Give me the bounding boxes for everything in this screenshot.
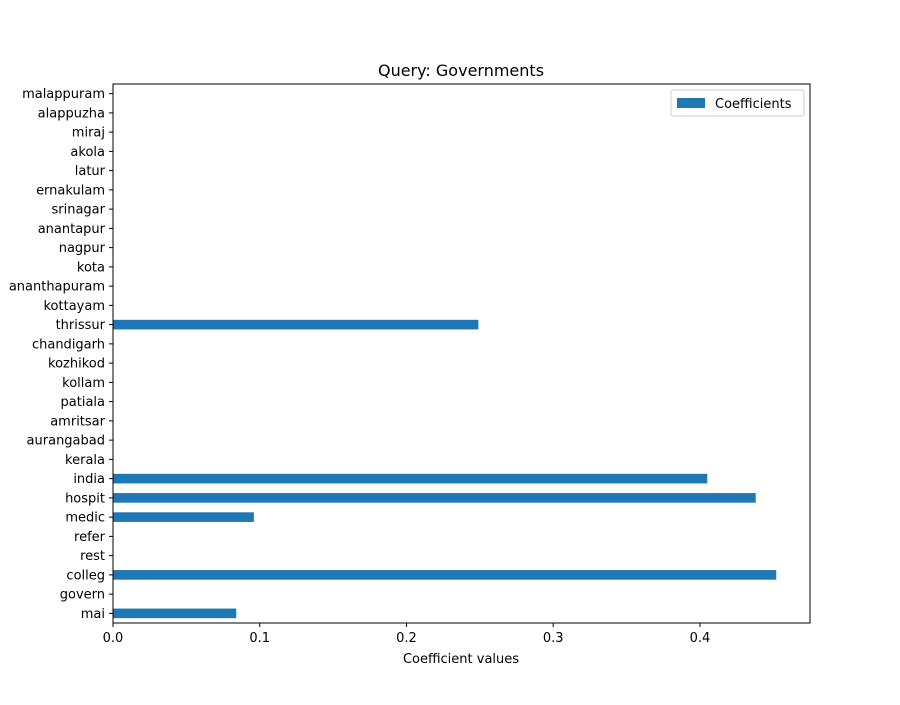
y-tick-label: india	[73, 472, 105, 487]
y-axis: mai govern colleg rest refer medic hospit india…	[9, 87, 113, 622]
y-tick-label: hospit	[65, 491, 105, 506]
y-tick-label: kota	[77, 260, 105, 275]
y-tick-label: kollam	[62, 376, 105, 391]
y-tick-label: refer	[74, 530, 106, 545]
y-tick-label: mai	[81, 607, 105, 622]
x-axis-label: Coefficient values	[403, 652, 519, 667]
x-tick-label: 0.0	[103, 631, 124, 646]
y-tick-label: patiala	[61, 395, 105, 410]
bar-hospit	[113, 493, 756, 503]
y-tick-label: govern	[60, 588, 105, 603]
y-tick-label: chandigarh	[32, 337, 105, 352]
y-tick-label: thrissur	[56, 318, 106, 333]
y-tick-label: srinagar	[52, 203, 106, 218]
y-tick-label: kozhikod	[48, 357, 105, 372]
y-tick-label: kottayam	[43, 299, 105, 314]
legend: Coefficients	[670, 89, 805, 117]
y-tick-label: medic	[65, 511, 105, 526]
bars-layer	[113, 319, 777, 619]
y-tick-label: colleg	[66, 568, 105, 583]
bar-medic	[113, 512, 254, 522]
y-tick-label: latur	[75, 164, 106, 179]
legend-label: Coefficients	[715, 97, 792, 112]
x-tick-label: 0.1	[249, 631, 270, 646]
y-tick-label: miraj	[72, 126, 105, 141]
y-tick-label: malappuram	[22, 87, 105, 102]
legend-box	[670, 89, 805, 117]
bar-mai	[113, 608, 237, 619]
x-tick-label: 0.4	[690, 631, 711, 646]
y-tick-label: aurangabad	[27, 434, 105, 449]
y-tick-label: akola	[70, 145, 105, 160]
legend-swatch	[677, 98, 705, 108]
y-tick-label: amritsar	[50, 414, 105, 429]
y-tick-label: kerala	[65, 453, 105, 468]
x-tick-label: 0.3	[543, 631, 564, 646]
y-tick-label: rest	[80, 549, 105, 564]
bar-thrissur	[113, 319, 479, 330]
x-tick-label: 0.2	[396, 631, 417, 646]
bar-india	[113, 473, 708, 484]
y-tick-label: anantapur	[38, 222, 106, 237]
x-axis: 0.0 0.1 0.2 0.3 0.4	[103, 623, 711, 646]
y-tick-label: ananthapuram	[9, 280, 105, 295]
plot-frame	[112, 83, 811, 624]
chart-title: Query: Governments	[378, 61, 544, 80]
y-tick-label: alappuzha	[38, 106, 105, 121]
bar-colleg	[113, 570, 777, 580]
y-tick-label: nagpur	[59, 241, 106, 256]
y-tick-label: ernakulam	[36, 183, 105, 198]
